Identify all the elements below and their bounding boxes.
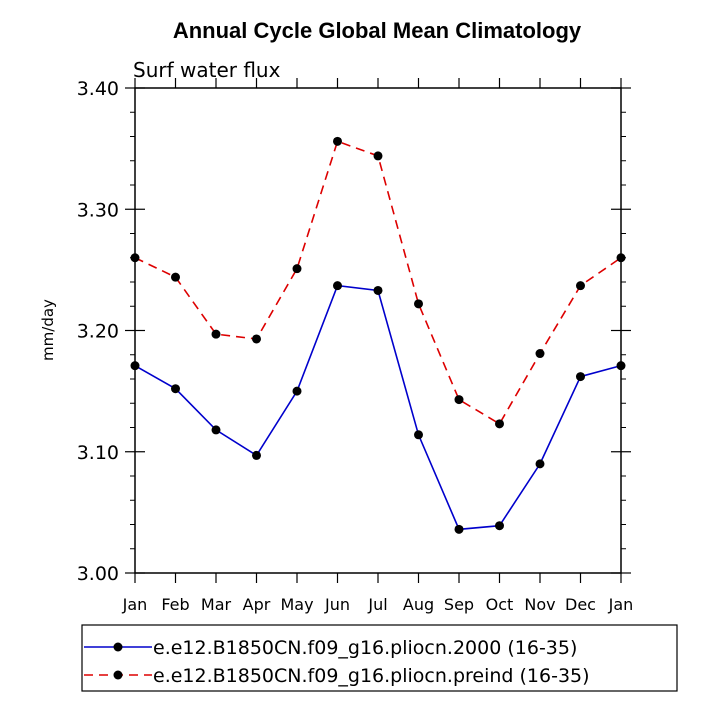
chart-title: Annual Cycle Global Mean Climatology: [173, 18, 582, 43]
y-tick-label: 3.00: [77, 563, 119, 585]
series-line-1: [134, 284, 622, 531]
series-1-point: [373, 285, 383, 295]
series-2-point: [373, 151, 383, 161]
series-1-point: [616, 361, 626, 371]
y-tick-label: 3.20: [77, 321, 119, 343]
y-tick-label: 3.40: [77, 78, 119, 100]
series-1-point: [333, 281, 342, 291]
x-tick-label: Apr: [243, 595, 271, 614]
series-1-point: [414, 430, 423, 440]
legend: e.e12.B1850CN.f09_g16.pliocn.2000 (16-35…: [81, 624, 678, 692]
ticks-layer: 3.00 3.10 3.20 3.30 3.40 Jan Feb Mar Apr May Jun Ju…: [77, 78, 634, 614]
x-tick-label: Mar: [201, 595, 232, 614]
series-1-point: [495, 521, 504, 531]
y-tick-label: 3.10: [77, 442, 119, 464]
series-2-point: [535, 349, 545, 359]
series-layer: [130, 136, 626, 534]
x-tick-label: Jun: [324, 595, 350, 614]
series-2-point: [252, 334, 261, 344]
x-tick-label: Sep: [444, 595, 474, 614]
series-1-point: [171, 384, 180, 394]
series-2-point: [171, 272, 180, 282]
legend-label-2: e.e12.B1850CN.f09_g16.pliocn.preind (16-…: [153, 665, 590, 687]
series-1-point: [130, 361, 140, 371]
series-1-point: [211, 425, 221, 435]
series-1-point: [252, 450, 261, 460]
x-tick-label: May: [280, 595, 313, 614]
x-tick-label: Jan: [122, 595, 148, 614]
y-tick-label: 3.30: [77, 199, 119, 221]
series-1-point: [454, 524, 464, 534]
series-2-point: [576, 281, 585, 291]
series-2-point: [333, 136, 342, 146]
series-line-2: [134, 140, 622, 425]
legend-marker-1: [113, 642, 123, 652]
series-2-point: [616, 253, 626, 263]
x-tick-label: Jul: [367, 595, 387, 614]
legend-label-1: e.e12.B1850CN.f09_g16.pliocn.2000 (16-35…: [153, 637, 577, 659]
plot-frame: [134, 87, 622, 574]
chart-subtitle: Surf water flux: [133, 58, 281, 82]
series-2-point: [130, 253, 140, 263]
series-2-point: [292, 264, 302, 274]
x-tick-label: Oct: [486, 595, 514, 614]
x-tick-label: Feb: [161, 595, 189, 614]
y-axis-label: mm/day: [39, 299, 57, 361]
series-2-point: [414, 299, 423, 309]
x-tick-label: Aug: [403, 595, 434, 614]
series-2-point: [454, 395, 464, 405]
legend-box: [81, 624, 678, 692]
series-1-point: [576, 372, 585, 382]
series-1-point: [535, 459, 545, 469]
series-1-point: [292, 386, 302, 396]
x-tick-label: Nov: [524, 595, 555, 614]
x-tick-label: Dec: [565, 595, 596, 614]
legend-marker-2: [113, 670, 123, 680]
series-2-point: [211, 329, 221, 339]
x-tick-label: Jan: [608, 595, 634, 614]
series-2-point: [495, 419, 504, 429]
